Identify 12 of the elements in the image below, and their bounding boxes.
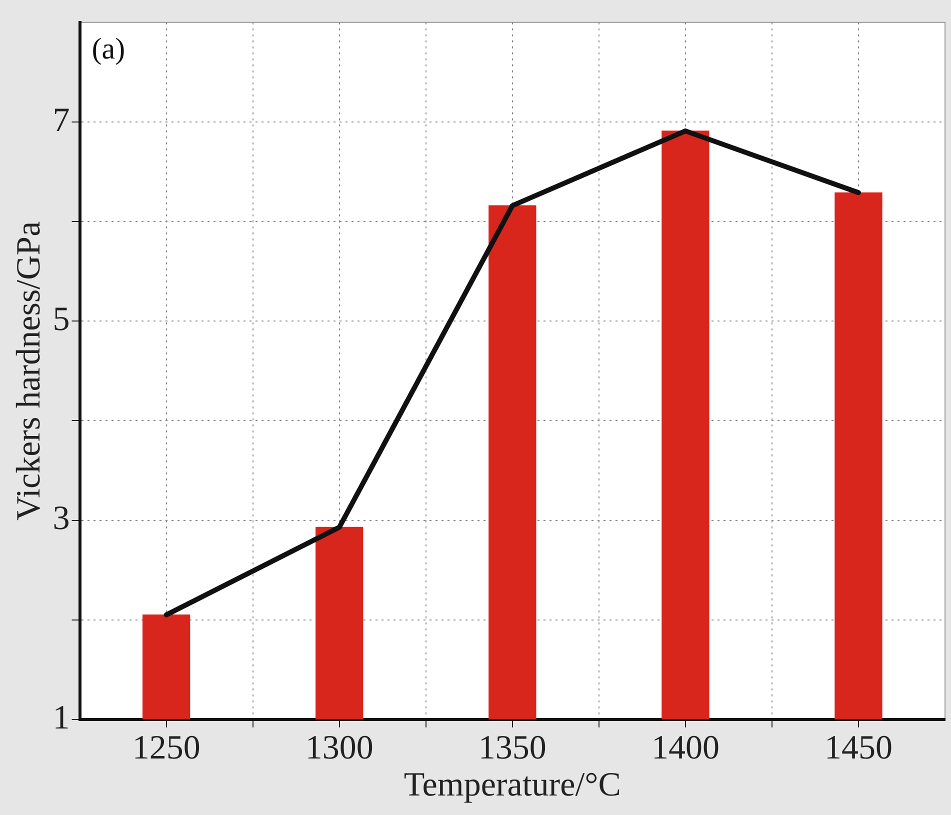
y-tick-label: 1 <box>52 699 70 736</box>
x-tick-label: 1350 <box>478 730 546 767</box>
annotation: (a) <box>92 32 126 66</box>
x-tick-label: 1450 <box>824 730 892 767</box>
x-tick-label: 1400 <box>651 730 720 767</box>
x-tick-label: 1300 <box>305 730 374 767</box>
x-tick-label: 1250 <box>132 730 200 767</box>
y-axis-title: Vickers hardness/GPa <box>10 221 48 520</box>
y-tick-label: 3 <box>52 500 70 538</box>
x-axis-title: Temperature/°C <box>404 766 621 804</box>
y-tick-label: 5 <box>52 301 70 338</box>
y-tick-label: 7 <box>52 102 70 139</box>
